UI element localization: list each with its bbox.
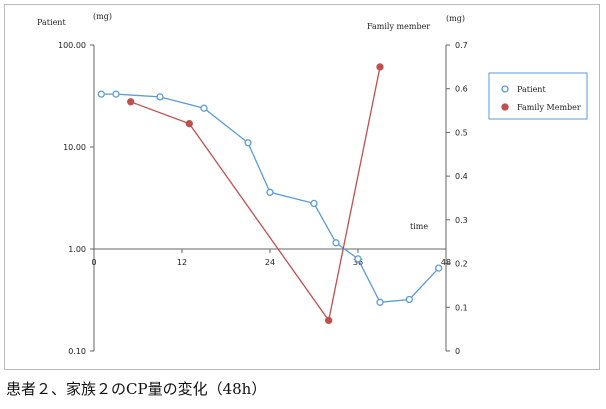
right-axis-unit: (mg) — [446, 14, 465, 23]
patient-data-point — [97, 90, 105, 98]
family-data-point — [376, 63, 384, 71]
patient-data-point — [310, 199, 318, 208]
legend-box — [488, 72, 588, 120]
right-tick-label: 0.6 — [455, 85, 468, 94]
patient-data-point — [405, 295, 413, 304]
axes-group: 0.10 1.00 10.00 100.00 0 0.1 0.2 0.3 0.4 0.5 0.6 0.… — [37, 12, 468, 356]
legend-group: Patient Family Member — [488, 72, 588, 120]
left-axis-unit: (mg) — [93, 12, 112, 21]
x-tick-label: 24 — [265, 258, 275, 267]
right-tick-label: 0.1 — [455, 303, 468, 312]
x-tick-label: 0 — [91, 258, 96, 267]
patient-data-point — [244, 139, 252, 147]
patient-data-point — [354, 255, 362, 263]
legend-label: Family Member — [517, 103, 581, 112]
figure-caption: 患者２、家族２のCP量の変化（48h） — [6, 380, 267, 398]
patient-data-point — [332, 239, 340, 247]
right-tick-label: 0.5 — [455, 128, 468, 137]
left-tick-label: 1.00 — [68, 245, 86, 254]
patient-data-point — [156, 93, 164, 101]
patient-data-point — [435, 264, 443, 272]
series-line-1 — [130, 66, 381, 323]
left-axis-title: Patient — [37, 18, 66, 27]
right-tick-label: 0.2 — [455, 260, 468, 269]
patient-data-point — [266, 188, 274, 196]
left-tick-label: 0.10 — [68, 347, 86, 356]
x-tick-label: 48 — [441, 258, 451, 267]
series-line-0 — [101, 93, 440, 303]
family-data-point — [185, 120, 193, 128]
right-tick-label: 0.4 — [455, 172, 468, 181]
right-tick-label: 0 — [455, 347, 460, 356]
left-tick-label: 100.00 — [58, 41, 86, 50]
x-axis-title: time — [410, 222, 428, 231]
right-axis-title: Family member — [367, 22, 430, 31]
family-data-point — [325, 316, 333, 325]
left-tick-label: 10.00 — [63, 143, 86, 152]
legend-marker — [501, 85, 509, 93]
patient-data-point — [112, 90, 120, 98]
patient-data-point — [200, 104, 208, 112]
chart-svg: 0.10 1.00 10.00 100.00 0 0.1 0.2 0.3 0.4 0.5 0.6 0.… — [37, 12, 588, 356]
right-tick-label: 0.7 — [455, 41, 468, 50]
chart-frame: 0.10 1.00 10.00 100.00 0 0.1 0.2 0.3 0.4 0.5 0.6 0.… — [4, 4, 600, 370]
series-group — [97, 63, 443, 325]
right-tick-label: 0.3 — [455, 216, 468, 225]
family-data-point — [127, 98, 135, 106]
patient-data-point — [376, 298, 384, 306]
legend-label: Patient — [517, 85, 546, 94]
legend-marker — [501, 103, 509, 111]
x-tick-label: 12 — [177, 258, 187, 267]
